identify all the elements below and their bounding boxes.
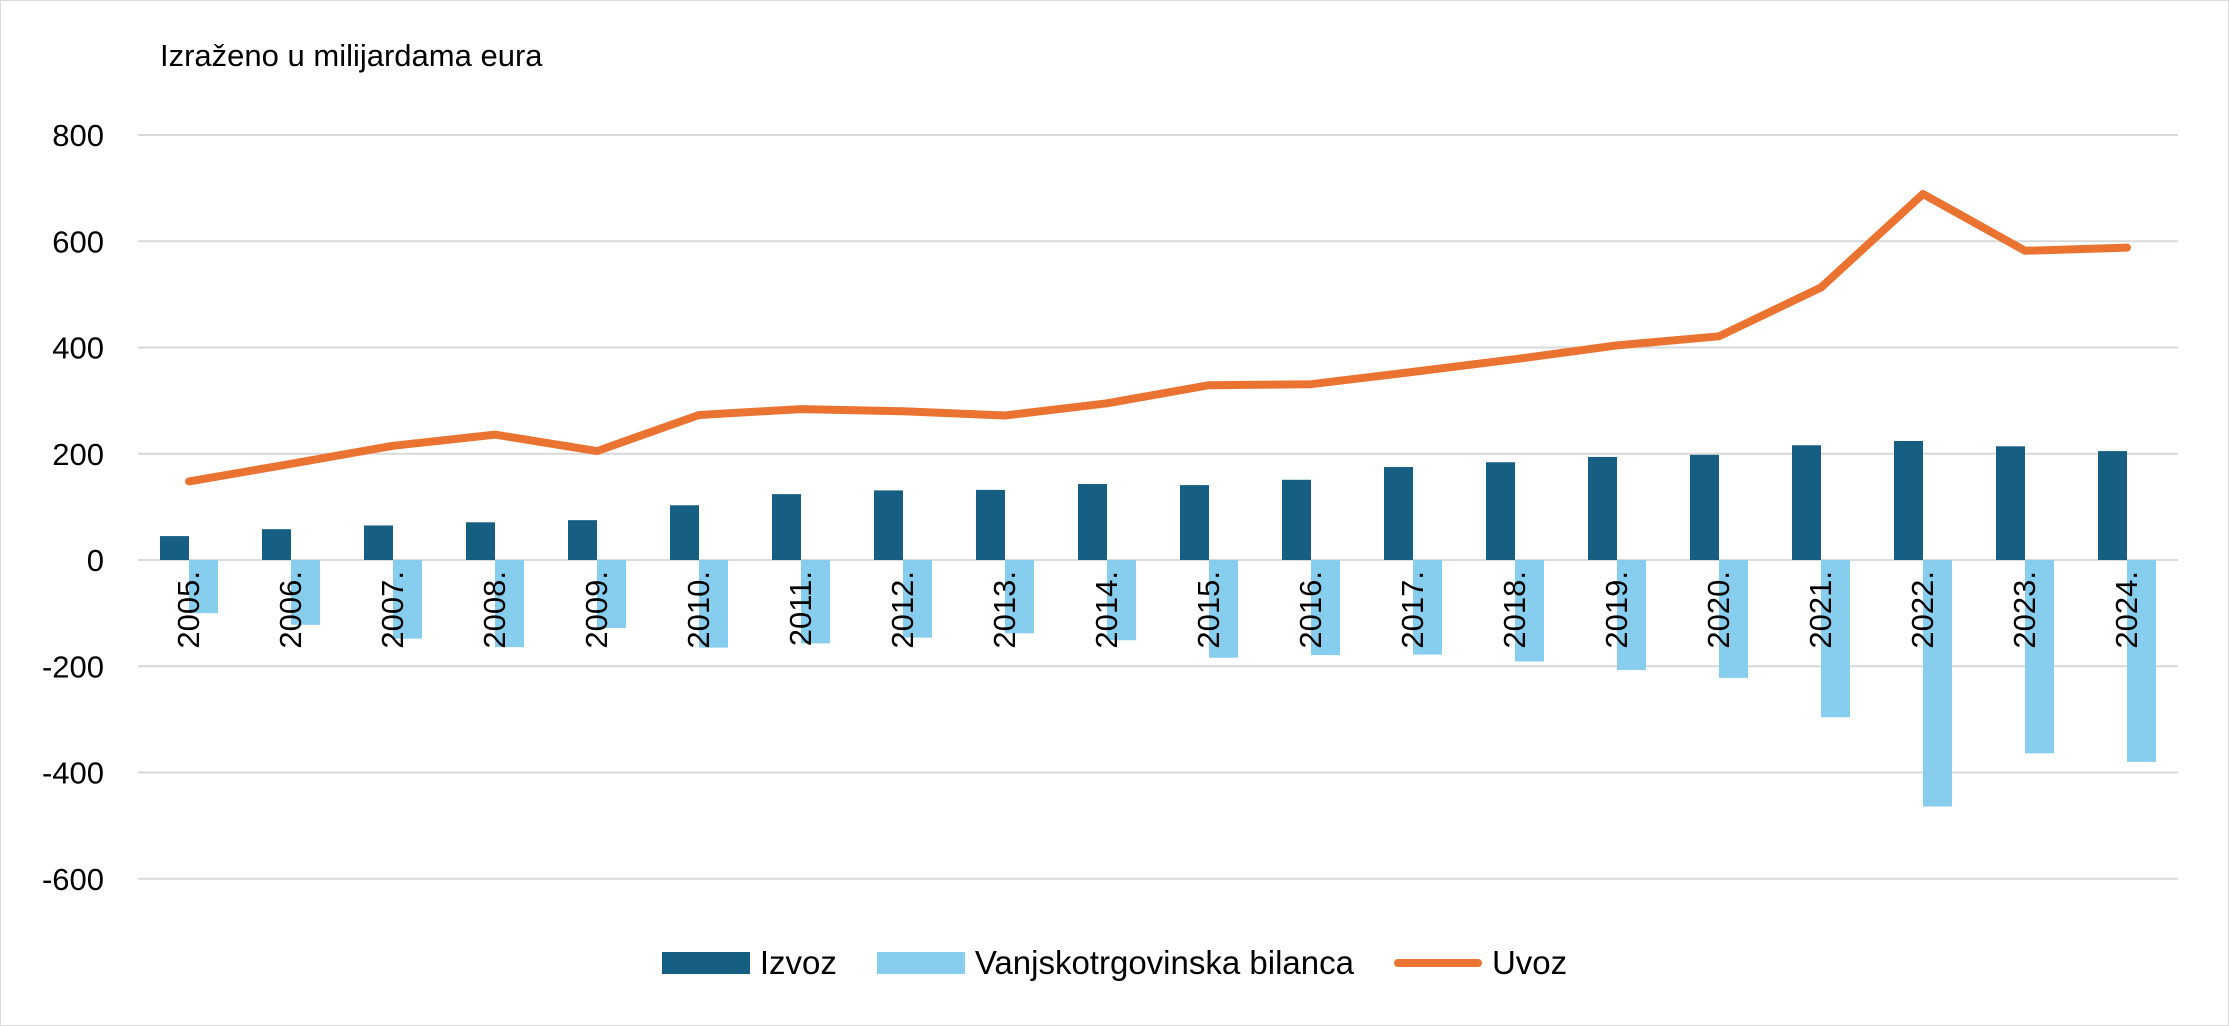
x-tick-label: 2011.: [783, 571, 818, 646]
bar-bilanca: [1719, 560, 1748, 678]
bars: [160, 441, 2156, 807]
bar-izvoz: [364, 525, 393, 560]
bar-bilanca: [2025, 560, 2054, 754]
bar-bilanca: [1923, 560, 1952, 807]
x-tick-label: 2023.: [2007, 571, 2042, 649]
bar-izvoz: [772, 494, 801, 560]
bar-bilanca: [1209, 560, 1238, 658]
line-uvoz: [185, 190, 2131, 486]
bar-izvoz: [466, 522, 495, 560]
bar-izvoz: [1282, 479, 1311, 560]
x-tick-label: 2012.: [885, 571, 920, 649]
bar-izvoz: [1792, 445, 1821, 560]
y-tick-label: -400: [42, 756, 104, 791]
x-tick-label: 2022.: [1905, 571, 1940, 649]
x-tick-label: 2005.: [171, 571, 206, 649]
x-tick-label: 2018.: [1497, 571, 1532, 649]
bar-bilanca: [2127, 560, 2156, 762]
x-tick-label: 2024.: [2109, 571, 2144, 649]
gridlines: [138, 134, 2178, 880]
bar-bilanca: [903, 560, 932, 638]
bar-izvoz: [874, 490, 903, 560]
bar-izvoz: [1486, 462, 1515, 560]
bar-izvoz: [1180, 485, 1209, 560]
x-tick-label: 2017.: [1395, 571, 1430, 649]
legend-line-uvoz: [1393, 959, 1482, 967]
bar-bilanca: [1005, 560, 1034, 634]
bar-bilanca: [801, 560, 830, 644]
bar-bilanca: [1515, 560, 1544, 662]
x-tick-label: 2007.: [375, 571, 410, 649]
bar-bilanca: [291, 560, 320, 625]
bar-bilanca: [699, 560, 728, 648]
y-axis-unit-label: Izraženo u milijardama eura: [160, 38, 543, 73]
legend-item-bilanca: Vanjskotrgovinska bilanca: [876, 944, 1354, 982]
x-tick-label: 2021.: [1803, 571, 1838, 649]
x-tick-label: 2009.: [579, 571, 614, 649]
bar-izvoz: [568, 520, 597, 560]
x-tick-label: 2020.: [1701, 571, 1736, 649]
x-tick-label: 2014.: [1089, 571, 1124, 649]
legend-label-izvoz: Izvoz: [759, 944, 837, 981]
x-tick-label: 2019.: [1599, 571, 1634, 649]
bar-bilanca: [189, 560, 218, 614]
bar-izvoz: [1078, 484, 1107, 560]
x-tick-label: 2008.: [477, 571, 512, 649]
y-tick-label: 800: [52, 118, 104, 153]
bar-izvoz: [670, 505, 699, 560]
x-tick-label: 2016.: [1293, 571, 1328, 649]
bar-izvoz: [1690, 454, 1719, 560]
bar-izvoz: [1384, 467, 1413, 560]
uvoz-line-layer: [185, 190, 2131, 486]
legend-label-bilanca: Vanjskotrgovinska bilanca: [974, 944, 1354, 981]
bar-izvoz: [160, 536, 189, 560]
bar-bilanca: [1617, 560, 1646, 670]
bar-bilanca: [1107, 560, 1136, 641]
bar-izvoz: [1894, 441, 1923, 560]
y-tick-label: 200: [52, 437, 104, 472]
legend: Izvoz Vanjskotrgovinska bilanca Uvoz: [0, 940, 2229, 986]
y-tick-label: 400: [52, 331, 104, 366]
x-tick-label: 2006.: [273, 571, 308, 649]
x-tick-label: 2010.: [681, 571, 716, 649]
legend-swatch-izvoz: [661, 952, 750, 974]
x-tick-label: 2015.: [1191, 571, 1226, 649]
bar-izvoz: [1588, 456, 1617, 560]
y-tick-label: 600: [52, 224, 104, 259]
y-tick-label: -600: [42, 862, 104, 897]
legend-item-uvoz: Uvoz: [1393, 944, 1568, 982]
x-tick-label: 2013.: [987, 571, 1022, 649]
y-tick-label: 0: [87, 543, 104, 578]
legend-label-uvoz: Uvoz: [1491, 944, 1568, 981]
bar-bilanca: [1413, 560, 1442, 655]
y-axis-ticks: 800 600 400 200 0 -200 -400 -600: [42, 118, 104, 897]
x-axis-ticks: 2005. 2006. 2007. 2008. 2009. 2010. 2011. 2012.…: [171, 571, 2144, 649]
legend-swatch-bilanca: [876, 952, 965, 974]
bar-bilanca: [393, 560, 422, 639]
bar-bilanca: [1311, 560, 1340, 656]
bar-bilanca: [597, 560, 626, 628]
y-tick-label: -200: [42, 649, 104, 684]
bar-bilanca: [1821, 560, 1850, 718]
bar-izvoz: [976, 489, 1005, 560]
bar-izvoz: [2098, 451, 2127, 560]
bar-bilanca: [495, 560, 524, 648]
bar-izvoz: [1996, 446, 2025, 560]
legend-item-izvoz: Izvoz: [661, 944, 837, 982]
bar-izvoz: [262, 529, 291, 560]
